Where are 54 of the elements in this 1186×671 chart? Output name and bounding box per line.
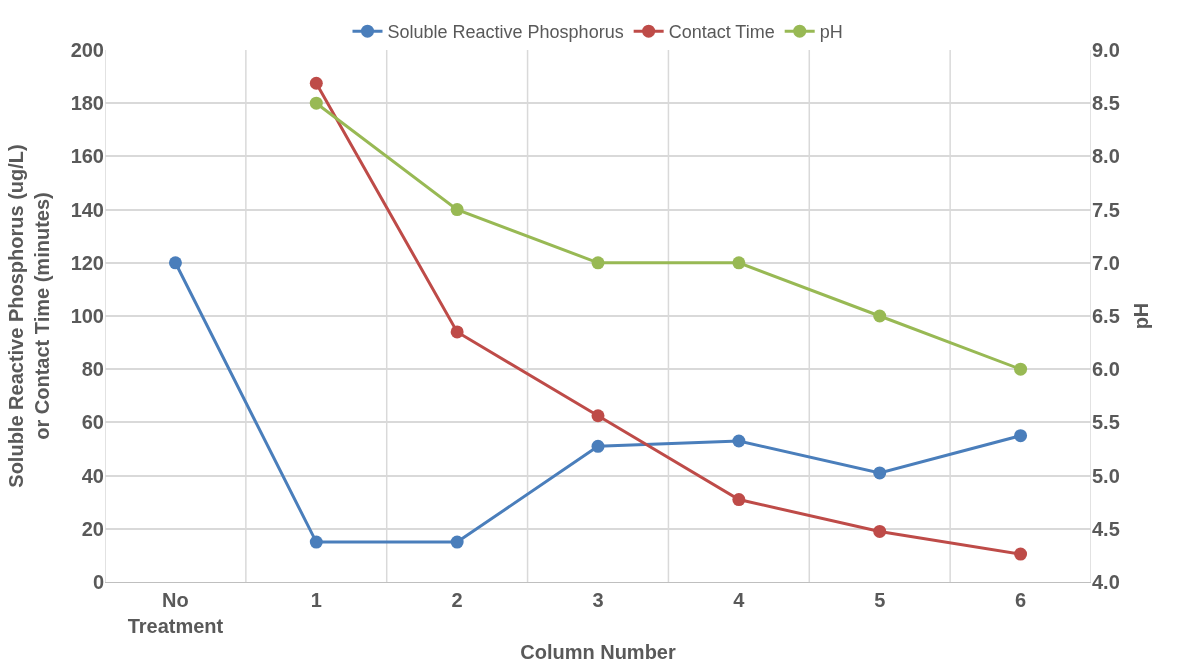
x-tick-label: 1 — [310, 589, 322, 611]
y-tick-label: 0 — [92, 571, 104, 593]
y2-axis-title: pH — [1130, 302, 1153, 330]
point — [1014, 429, 1028, 443]
y2-tick-label: 7.0 — [1092, 251, 1120, 274]
y2-tick-label: 8.0 — [1092, 145, 1120, 168]
y2-tick-label: 5.5 — [1092, 411, 1120, 434]
point — [450, 535, 464, 549]
point — [1014, 547, 1028, 561]
y2-tick-label: 9.0 — [1092, 39, 1120, 61]
point — [732, 434, 746, 448]
x-tick-label: 5 — [874, 589, 886, 611]
x-axis-title: Column Number — [520, 640, 676, 663]
x-tick-label: No Treatment — [127, 589, 224, 637]
y2-tick-label: 6.0 — [1092, 358, 1120, 381]
point — [450, 203, 464, 217]
y-tick-label: 200 — [70, 39, 104, 61]
point — [1014, 362, 1028, 376]
point — [309, 76, 323, 90]
x-tick-label: 3 — [592, 589, 604, 611]
legend-label: pH — [819, 22, 843, 43]
y-tick-label: 180 — [70, 92, 104, 115]
point — [591, 409, 605, 423]
y2-tick-label: 7.5 — [1092, 198, 1120, 221]
x-tick-label: 4 — [733, 589, 746, 611]
point — [309, 96, 323, 110]
x-tick-label: 6 — [1015, 589, 1027, 611]
point — [873, 309, 887, 323]
point — [732, 256, 746, 270]
y-tick-label: 20 — [81, 517, 104, 540]
point — [168, 256, 182, 270]
y-tick-label: 60 — [81, 411, 104, 434]
point — [591, 439, 605, 453]
y-tick-label: 40 — [81, 464, 104, 487]
y-tick-label: 160 — [70, 145, 104, 168]
y2-tick-label: 6.5 — [1092, 305, 1120, 327]
y-tick-label: 140 — [70, 198, 104, 221]
y-tick-label: 80 — [81, 358, 104, 381]
legend-label: Contact Time — [668, 22, 775, 43]
legend-label: Soluble Reactive Phosphorus — [387, 22, 624, 43]
point — [450, 325, 464, 339]
y2-tick-label: 4.5 — [1092, 517, 1120, 540]
y2-tick-label: 8.5 — [1092, 92, 1120, 115]
point — [591, 256, 605, 270]
y2-tick-label: 4.0 — [1092, 571, 1120, 593]
y-axis-title: Soluble Reactive Phosphorus (ug/L) or Contact Time (minutes) — [5, 144, 54, 488]
y-tick-label: 120 — [70, 251, 104, 274]
point — [732, 493, 746, 507]
point — [873, 524, 887, 538]
y-tick-label: 100 — [70, 305, 104, 327]
x-tick-label: 2 — [451, 589, 463, 611]
y2-tick-label: 5.0 — [1092, 464, 1120, 487]
point — [873, 466, 887, 480]
point — [309, 535, 323, 549]
